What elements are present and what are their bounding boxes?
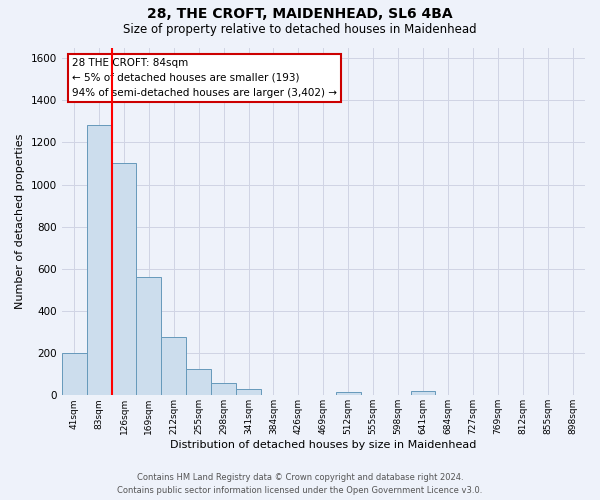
- Bar: [211, 382, 236, 396]
- Bar: [236, 389, 261, 396]
- Bar: [62, 353, 86, 396]
- Text: Size of property relative to detached houses in Maidenhead: Size of property relative to detached ho…: [123, 22, 477, 36]
- Bar: [86, 126, 112, 396]
- Bar: [136, 278, 161, 396]
- Text: 28, THE CROFT, MAIDENHEAD, SL6 4BA: 28, THE CROFT, MAIDENHEAD, SL6 4BA: [147, 8, 453, 22]
- Bar: [336, 392, 361, 396]
- Bar: [186, 369, 211, 396]
- X-axis label: Distribution of detached houses by size in Maidenhead: Distribution of detached houses by size …: [170, 440, 476, 450]
- Bar: [410, 391, 436, 396]
- Text: 28 THE CROFT: 84sqm
← 5% of detached houses are smaller (193)
94% of semi-detach: 28 THE CROFT: 84sqm ← 5% of detached hou…: [72, 58, 337, 98]
- Bar: [161, 338, 186, 396]
- Text: Contains HM Land Registry data © Crown copyright and database right 2024.
Contai: Contains HM Land Registry data © Crown c…: [118, 474, 482, 495]
- Y-axis label: Number of detached properties: Number of detached properties: [15, 134, 25, 309]
- Bar: [112, 164, 136, 396]
